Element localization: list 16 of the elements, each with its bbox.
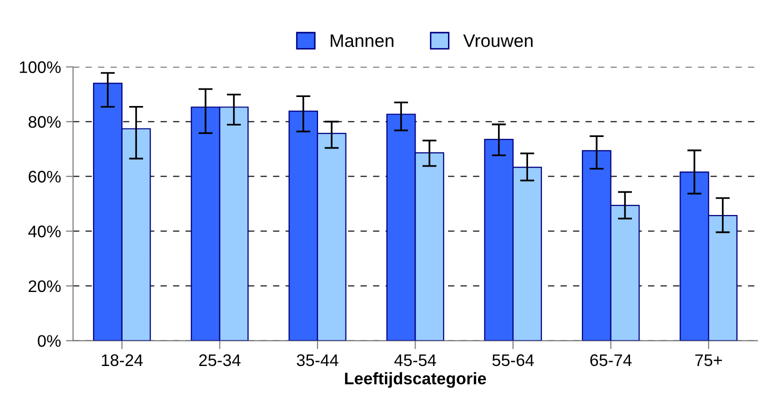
y-tick-label: 80% — [28, 116, 61, 128]
x-tick-label: 55-64 — [492, 354, 534, 366]
x-tick-label: 75+ — [695, 354, 722, 366]
y-tick-label: 0% — [38, 335, 61, 347]
y-tick-label: 20% — [28, 280, 61, 292]
x-axis-title: Leeftijdscategorie — [345, 372, 486, 388]
x-tick-label: 25-34 — [199, 354, 241, 366]
x-tick-label: 45-54 — [394, 354, 436, 366]
y-tick-label: 60% — [28, 170, 61, 183]
x-tick-label: 65-74 — [590, 354, 632, 366]
legend-label: Vrouwen — [463, 34, 533, 48]
x-tick-label: 18-24 — [102, 354, 143, 366]
x-tick-label: 35-44 — [296, 354, 338, 366]
y-tick-label: 100% — [20, 61, 61, 74]
y-tick-label: 40% — [28, 226, 61, 238]
legend-label: Mannen — [330, 34, 394, 48]
